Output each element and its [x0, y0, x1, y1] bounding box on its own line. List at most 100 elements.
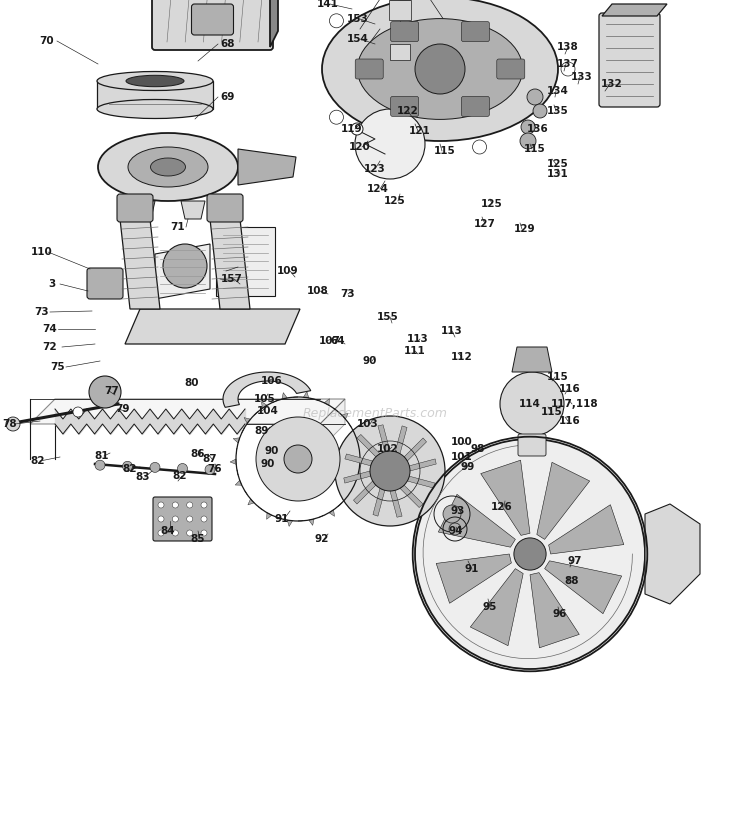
Polygon shape — [270, 0, 278, 47]
Text: 122: 122 — [398, 106, 418, 116]
Circle shape — [122, 461, 133, 472]
Polygon shape — [407, 477, 435, 488]
Circle shape — [500, 372, 564, 436]
Text: 76: 76 — [208, 464, 222, 474]
FancyBboxPatch shape — [599, 13, 660, 107]
Text: 119: 119 — [341, 124, 363, 134]
Polygon shape — [334, 409, 338, 411]
Text: 87: 87 — [202, 454, 217, 464]
Text: 115: 115 — [524, 144, 546, 154]
FancyBboxPatch shape — [391, 26, 409, 40]
Text: 90: 90 — [363, 356, 377, 366]
FancyBboxPatch shape — [87, 268, 123, 299]
Text: 70: 70 — [40, 36, 54, 46]
Polygon shape — [404, 438, 427, 461]
Text: 116: 116 — [559, 384, 580, 394]
Text: 117,118: 117,118 — [551, 399, 598, 409]
Circle shape — [561, 62, 575, 76]
Polygon shape — [242, 428, 244, 433]
Text: 132: 132 — [602, 79, 622, 89]
Ellipse shape — [97, 100, 213, 118]
Ellipse shape — [322, 0, 558, 141]
Text: 73: 73 — [34, 307, 50, 317]
Polygon shape — [238, 149, 296, 185]
Ellipse shape — [128, 147, 208, 187]
Ellipse shape — [126, 76, 184, 86]
Text: 88: 88 — [565, 576, 579, 586]
Polygon shape — [277, 518, 282, 519]
Text: 82: 82 — [31, 456, 45, 466]
Text: 154: 154 — [347, 34, 369, 44]
Polygon shape — [645, 504, 700, 604]
Text: 89: 89 — [255, 426, 269, 436]
Polygon shape — [481, 460, 530, 535]
Circle shape — [163, 244, 207, 288]
Text: 73: 73 — [340, 289, 356, 299]
Text: 109: 109 — [278, 266, 298, 276]
Text: 84: 84 — [160, 526, 176, 536]
Polygon shape — [390, 490, 402, 517]
Circle shape — [172, 502, 178, 508]
Text: 127: 127 — [474, 219, 496, 229]
Polygon shape — [287, 520, 292, 526]
Circle shape — [449, 523, 461, 535]
Polygon shape — [97, 81, 213, 109]
FancyBboxPatch shape — [518, 434, 546, 456]
Text: 98: 98 — [471, 444, 485, 454]
FancyBboxPatch shape — [356, 59, 383, 79]
Text: 71: 71 — [171, 222, 185, 232]
Polygon shape — [320, 515, 324, 518]
FancyBboxPatch shape — [191, 4, 233, 35]
Polygon shape — [544, 560, 622, 613]
Polygon shape — [378, 425, 390, 451]
Text: 115: 115 — [547, 372, 568, 382]
Text: 112: 112 — [452, 352, 472, 362]
Text: 91: 91 — [274, 514, 290, 524]
Polygon shape — [356, 475, 363, 480]
Text: 90: 90 — [261, 459, 275, 469]
Circle shape — [520, 133, 536, 149]
Text: 102: 102 — [377, 444, 399, 454]
Text: 94: 94 — [448, 526, 464, 536]
Text: 82: 82 — [123, 464, 137, 474]
FancyBboxPatch shape — [389, 0, 411, 20]
Polygon shape — [125, 309, 300, 344]
Polygon shape — [237, 470, 238, 475]
Polygon shape — [537, 462, 590, 539]
Polygon shape — [357, 435, 380, 457]
Polygon shape — [436, 554, 512, 603]
Ellipse shape — [97, 71, 213, 91]
Circle shape — [205, 465, 215, 475]
Text: 115: 115 — [542, 407, 562, 417]
Polygon shape — [349, 424, 352, 428]
Circle shape — [351, 123, 363, 135]
Polygon shape — [155, 244, 210, 299]
Text: 82: 82 — [172, 471, 188, 481]
Text: 97: 97 — [568, 556, 582, 566]
FancyBboxPatch shape — [461, 22, 490, 42]
Text: 103: 103 — [357, 419, 379, 429]
Text: 101: 101 — [452, 452, 472, 462]
Text: 110: 110 — [31, 247, 52, 257]
Text: 99: 99 — [460, 462, 476, 472]
Polygon shape — [470, 569, 524, 646]
Polygon shape — [344, 471, 370, 483]
Circle shape — [187, 530, 193, 536]
Text: 96: 96 — [553, 609, 567, 619]
Text: 123: 123 — [364, 164, 386, 174]
Text: 129: 129 — [514, 224, 535, 234]
Circle shape — [533, 104, 547, 118]
Text: 107: 107 — [319, 336, 341, 346]
Text: 78: 78 — [3, 419, 17, 429]
Circle shape — [201, 516, 207, 522]
Circle shape — [6, 417, 20, 431]
Text: 131: 131 — [547, 169, 568, 179]
Text: ReplacementParts.com: ReplacementParts.com — [302, 407, 448, 420]
FancyBboxPatch shape — [391, 22, 418, 42]
Circle shape — [527, 89, 543, 105]
Polygon shape — [602, 4, 667, 16]
Text: 135: 135 — [547, 106, 568, 116]
Ellipse shape — [358, 18, 523, 119]
Text: 124: 124 — [367, 184, 389, 194]
Circle shape — [89, 376, 121, 408]
